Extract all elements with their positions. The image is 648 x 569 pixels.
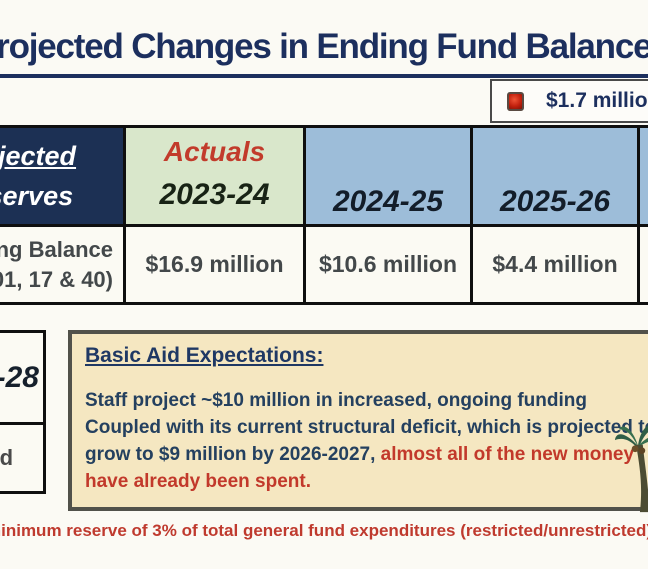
row-label-line1: Ending Balance (0, 236, 113, 262)
header-reserves-line2: Reserves (0, 180, 74, 211)
value-2023-24: $16.9 million (123, 227, 303, 302)
value-2024-25: $10.6 million (303, 227, 470, 302)
basic-aid-line1: Staff project ~$10 million in increased,… (85, 390, 587, 411)
row-label-line2: (Funds 01, 17 & 40) (0, 266, 113, 292)
red-gem-icon (507, 91, 524, 111)
line3-dark-text: grow to $9 million by 2026-2027, (85, 444, 381, 465)
basic-aid-line3: grow to $9 million by 2026-2027, almost … (85, 441, 648, 468)
basic-aid-heading: Basic Aid Expectations: (85, 344, 324, 367)
actuals-label: Actuals (163, 136, 266, 167)
line3-red-text: almost all of the new money (380, 444, 635, 465)
value-text: $16.9 million (145, 251, 284, 277)
palm-tree-image (614, 425, 648, 513)
basic-aid-line4: have already been spent. (85, 471, 311, 492)
header-year-2023-24: 2023-24 (159, 178, 270, 211)
header-year-2024-25: 2024-25 (332, 185, 444, 218)
partial-cell: Projected (0, 445, 14, 470)
row-label-ending-balance: Ending Balance (Funds 01, 17 & 40) (0, 227, 123, 302)
value-2025-26: $4.4 million (470, 227, 637, 302)
header-cell-reserves: Projected Reserves (0, 128, 123, 227)
basic-aid-box: Basic Aid Expectations: Staff project ~$… (68, 330, 648, 511)
partial-year-header: 2027-28 (0, 333, 43, 425)
header-cell-actuals: Actuals 2023-24 (123, 128, 303, 227)
projections-table: Projected Reserves Actuals 2023-24 2024-… (0, 125, 648, 305)
header-reserves-line1: Projected (0, 140, 77, 171)
header-cell-2024-25: 2024-25 (303, 128, 470, 227)
header-cell-2025-26: 2025-26 (470, 128, 637, 227)
header-year-2025-26: 2025-26 (499, 185, 611, 218)
callout-box: $1.7 million (490, 79, 648, 123)
header-cell-cropped (637, 128, 648, 227)
value-text: $4.4 million (492, 251, 618, 277)
page-title: Projected Changes in Ending Fund Balance (0, 27, 648, 78)
value-cell-cropped (637, 227, 648, 302)
callout-amount: $1.7 million (546, 89, 648, 112)
partial-table-cropped: 2027-28 Projected (0, 330, 46, 494)
basic-aid-line2: Coupled with its current structural defi… (85, 417, 648, 438)
footnote: minimum reserve of 3% of total general f… (0, 521, 648, 540)
value-text: $10.6 million (318, 251, 458, 277)
